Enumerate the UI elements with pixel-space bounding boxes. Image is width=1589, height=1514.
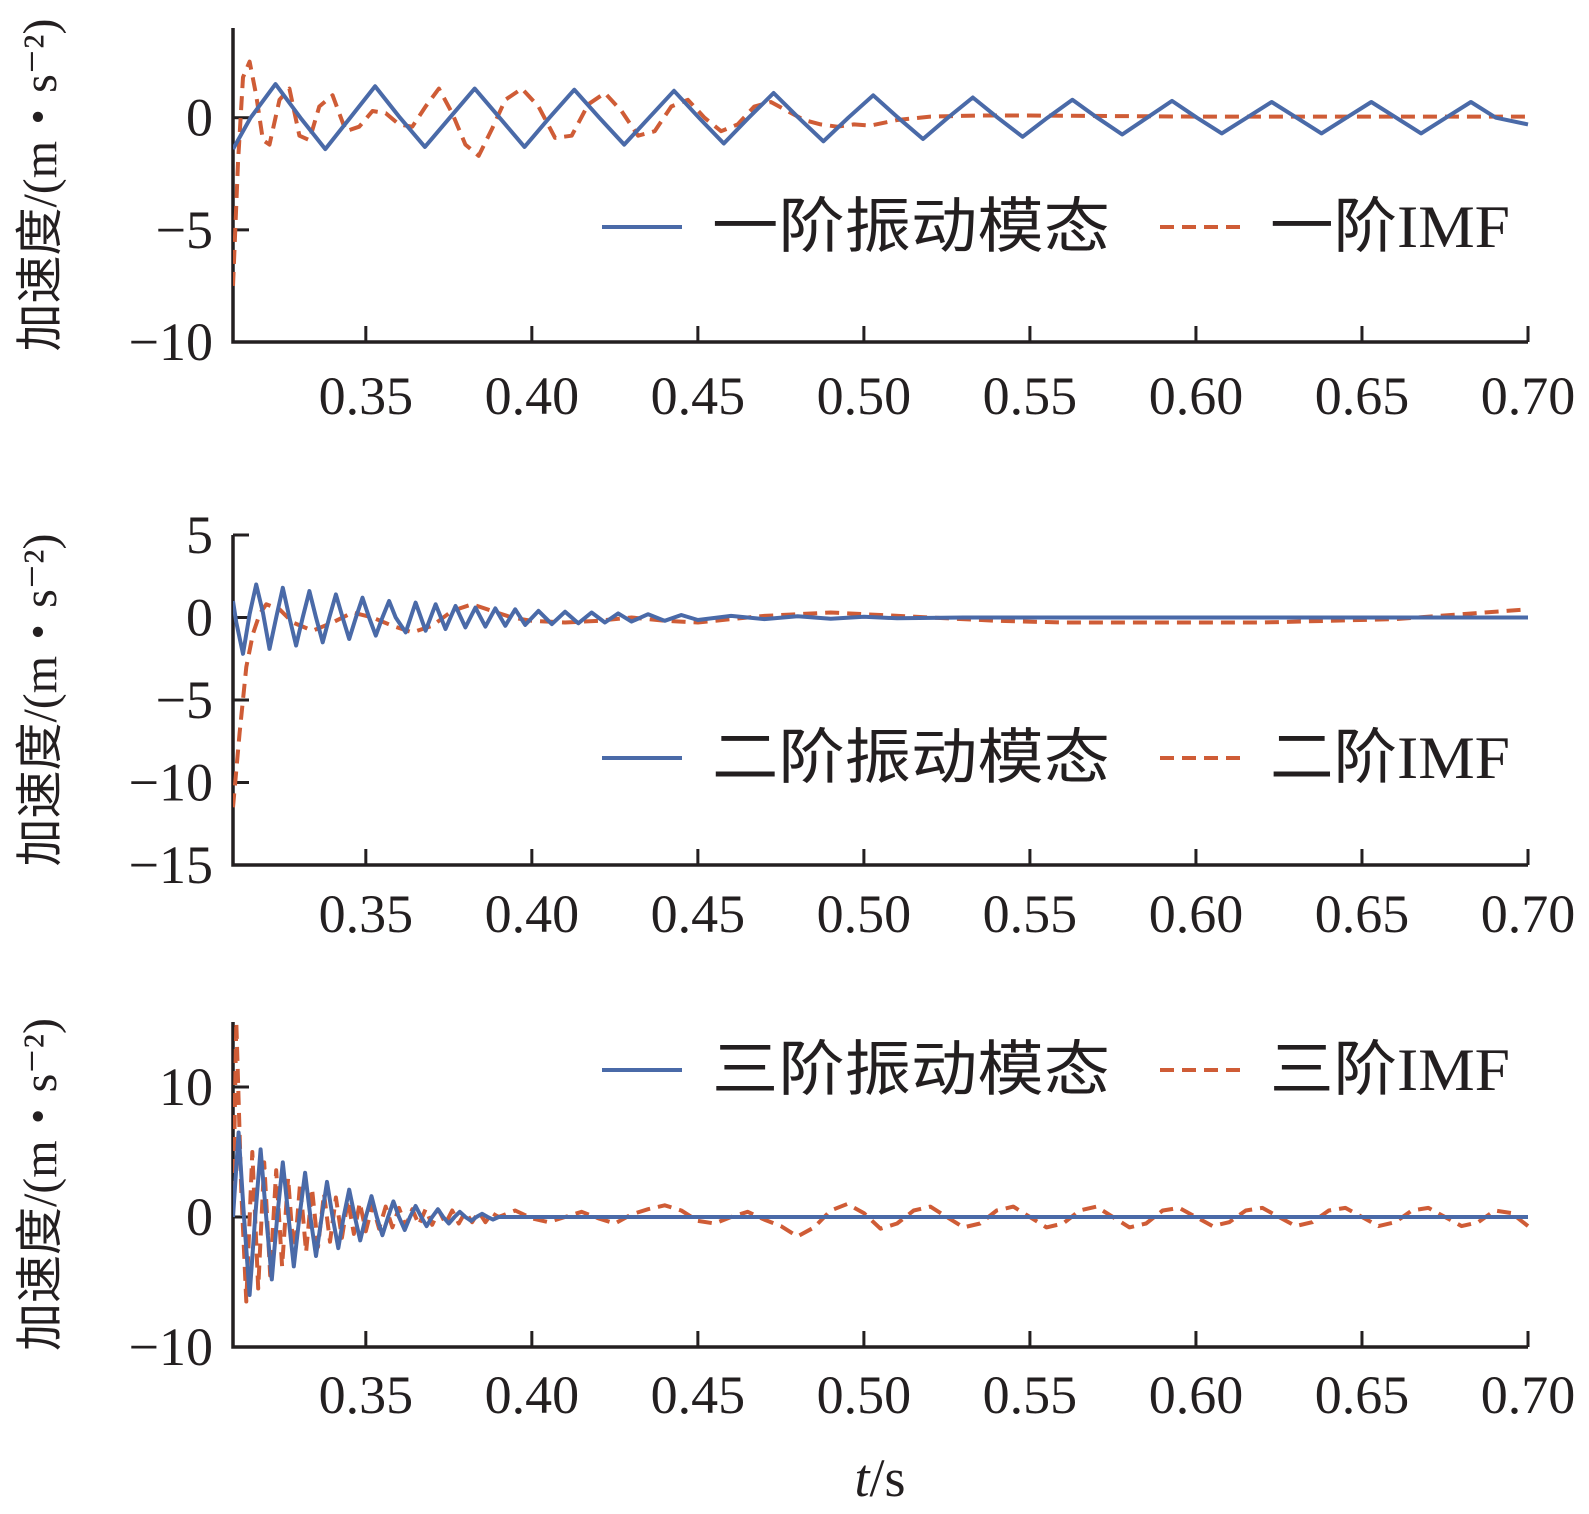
x-tick-label: 0.65 (1315, 1365, 1410, 1425)
x-axis-label-unit: /s (869, 1448, 905, 1508)
y-tick-label: −5 (156, 670, 213, 730)
legend-label-imf: 一阶IMF (1270, 194, 1510, 260)
x-tick-label: 0.50 (817, 884, 912, 944)
mode-series-line (233, 1130, 1528, 1297)
panel-2: 0.35 0.40 0.45 0.50 0.55 0.60 0.65 0.70 5 0 −5 −10 −… (14, 505, 1575, 944)
y-axis-label: 加速度/(m・s⁻²) (14, 18, 67, 351)
x-tick-label: 0.70 (1481, 884, 1576, 944)
x-tick-label: 0.55 (983, 1365, 1078, 1425)
x-tick-label: 0.35 (319, 1365, 414, 1425)
legend: 一阶振动模态 一阶IMF (602, 194, 1510, 260)
legend-label-imf: 三阶IMF (1270, 1037, 1510, 1103)
y-tick-label: −10 (129, 1317, 213, 1377)
y-axis-label: 加速度/(m・s⁻²) (14, 533, 67, 866)
x-tick-label: 0.45 (651, 884, 746, 944)
axes-frame (231, 535, 1528, 867)
x-tick-label: 0.60 (1149, 366, 1244, 426)
axes-frame (231, 28, 1528, 344)
mode-series-line (233, 82, 1529, 152)
x-tick-label: 0.35 (319, 884, 414, 944)
panel-3: 0.35 0.40 0.45 0.50 0.55 0.60 0.65 0.70 10 0 −10 加速… (14, 1018, 1575, 1425)
legend-label-imf: 二阶IMF (1270, 725, 1510, 791)
x-tick-label: 0.55 (983, 884, 1078, 944)
x-tick-label: 0.55 (983, 366, 1078, 426)
y-tick-label: 10 (159, 1057, 213, 1117)
y-axis-label: 加速度/(m・s⁻²) (14, 1018, 67, 1351)
x-tick-label: 0.50 (817, 366, 912, 426)
x-tick-label: 0.40 (485, 884, 580, 944)
x-tick-label: 0.65 (1315, 884, 1410, 944)
legend-label-mode: 二阶振动模态 (712, 725, 1110, 791)
x-tick-label: 0.45 (651, 366, 746, 426)
y-tick-label: 0 (186, 1187, 213, 1247)
x-tick-label: 0.70 (1481, 366, 1576, 426)
x-axis-label: t/s (854, 1448, 905, 1508)
x-tick-label: 0.35 (319, 366, 414, 426)
y-tick-label: 5 (186, 505, 213, 565)
mode-series-line (233, 582, 1528, 656)
y-tick-label: −5 (156, 200, 213, 260)
y-tick-label: −10 (129, 753, 213, 813)
x-tick-label: 0.65 (1315, 366, 1410, 426)
y-tick-label: 0 (186, 588, 213, 648)
legend-label-mode: 三阶振动模态 (712, 1037, 1110, 1103)
panel-1: 0.35 0.40 0.45 0.50 0.55 0.60 0.65 0.70 0 −5 −10 加速… (14, 18, 1575, 426)
x-axis-label-variable: t (854, 1448, 871, 1508)
x-tick-label: 0.40 (485, 1365, 580, 1425)
x-tick-label: 0.60 (1149, 1365, 1244, 1425)
legend: 三阶振动模态 三阶IMF (602, 1037, 1510, 1103)
x-tick-label: 0.45 (651, 1365, 746, 1425)
x-tick-label: 0.50 (817, 1365, 912, 1425)
y-tick-label: −10 (129, 312, 213, 372)
x-tick-label: 0.40 (485, 366, 580, 426)
x-tick-label: 0.60 (1149, 884, 1244, 944)
y-tick-label: −15 (129, 835, 213, 895)
legend-label-mode: 一阶振动模态 (712, 194, 1110, 260)
legend: 二阶振动模态 二阶IMF (602, 725, 1510, 791)
x-tick-label: 0.70 (1481, 1365, 1576, 1425)
y-tick-label: 0 (186, 88, 213, 148)
